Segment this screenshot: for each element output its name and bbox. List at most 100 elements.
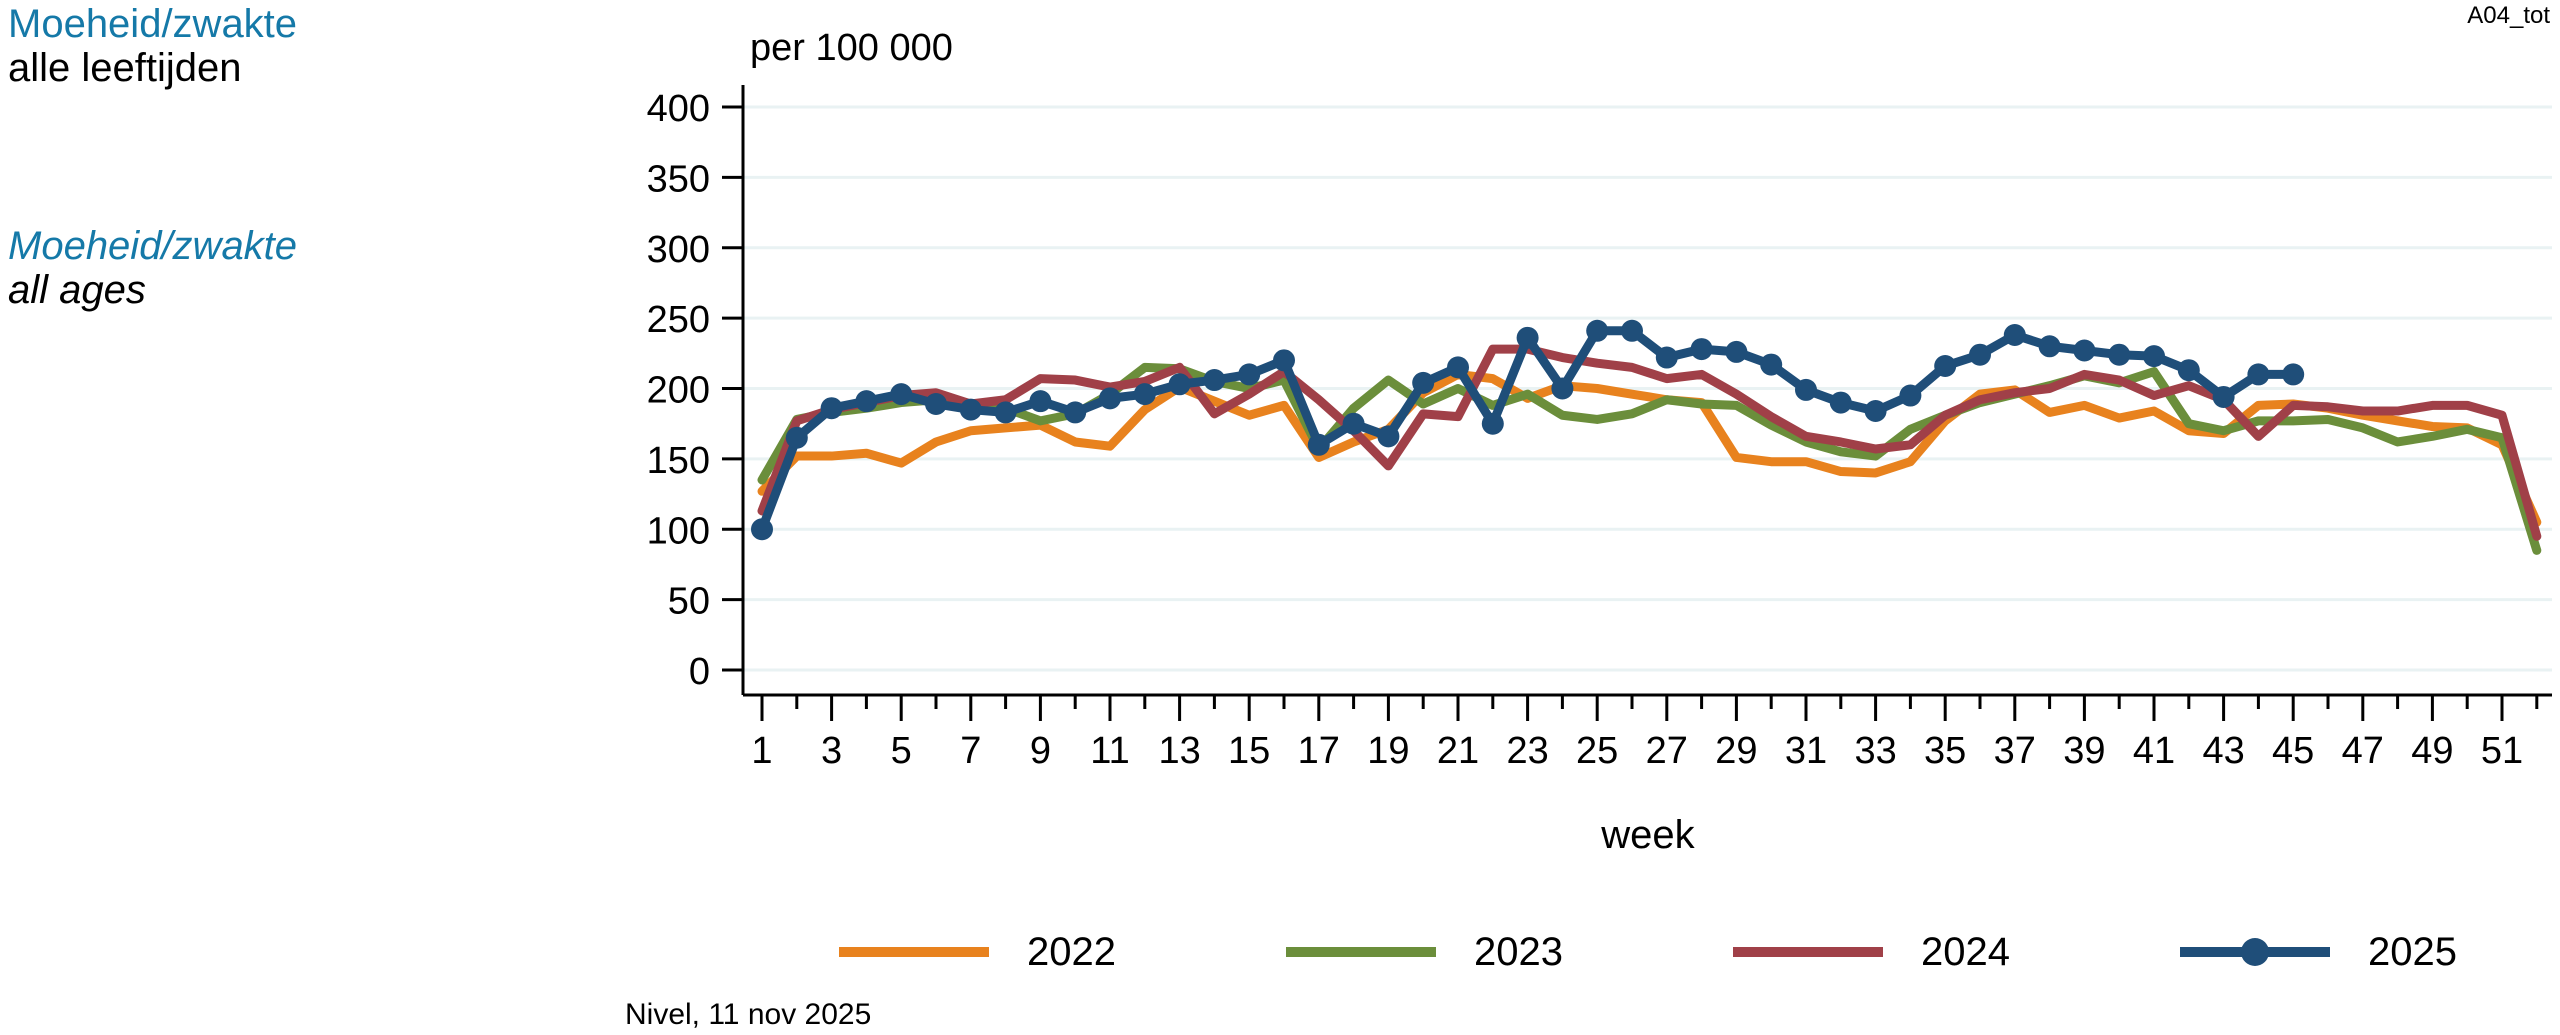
- legend-label-2024: 2024: [1921, 929, 2010, 974]
- series-marker-2025-week-25: [1586, 319, 1609, 342]
- series-marker-2025-week-22: [1481, 412, 1504, 435]
- series-marker-2025-week-20: [1412, 371, 1435, 394]
- series-marker-2025-week-28: [1690, 338, 1713, 361]
- series-marker-2025-week-15: [1238, 363, 1261, 386]
- series-marker-2025-week-37: [2003, 324, 2026, 347]
- indicator-code-label: A04_tot: [2467, 2, 2550, 29]
- series-marker-2025-week-33: [1864, 400, 1887, 423]
- series-marker-2025-week-6: [925, 392, 947, 415]
- series-marker-2025-week-42: [2177, 359, 2200, 382]
- x-tick-label-3: 3: [821, 730, 842, 772]
- series-marker-2025-week-18: [1342, 412, 1365, 435]
- series-marker-2025-week-14: [1203, 369, 1226, 392]
- y-tick-label-150: 150: [647, 440, 710, 482]
- series-marker-2025-week-44: [2247, 363, 2270, 386]
- series-marker-2025-week-32: [1829, 391, 1852, 414]
- x-tick-label-9: 9: [1030, 730, 1051, 772]
- legend-item-2024: 2024: [1733, 930, 2010, 975]
- x-tick-label-1: 1: [751, 730, 772, 772]
- gridlines: [743, 105, 2552, 672]
- x-tick-label-41: 41: [2133, 730, 2175, 772]
- series-marker-2025-week-34: [1899, 384, 1922, 407]
- series-line-2024: [757, 344, 2542, 541]
- series-marker-2025-week-31: [1795, 378, 1817, 401]
- legend-label-2023: 2023: [1474, 929, 1563, 974]
- x-tick-label-23: 23: [1506, 730, 1548, 772]
- x-tick-label-17: 17: [1298, 730, 1340, 772]
- y-tick-label-400: 400: [647, 88, 710, 130]
- legend-line-sample-2024: [1733, 947, 1883, 957]
- x-tick-label-43: 43: [2202, 730, 2244, 772]
- series-line-2022: [757, 369, 2542, 527]
- series-marker-2025-week-30: [1760, 353, 1783, 376]
- series-marker-2025-week-1: [751, 518, 773, 541]
- series-marker-2025-week-13: [1168, 373, 1191, 396]
- series-marker-2025-week-3: [820, 397, 843, 420]
- series-marker-2025-week-17: [1307, 433, 1330, 456]
- series-marker-2025-week-5: [890, 383, 913, 406]
- series-marker-2025-week-38: [2038, 335, 2061, 358]
- x-tick-label-35: 35: [1924, 730, 1966, 772]
- x-tick-label-11: 11: [1090, 730, 1129, 772]
- y-tick-label-350: 350: [647, 158, 710, 200]
- series-marker-2025-week-4: [855, 390, 878, 413]
- legend-label-2025: 2025: [2367, 929, 2457, 974]
- legend-item-2022: 2022: [839, 930, 1116, 975]
- legend-marker-sample-2025: [2240, 938, 2269, 966]
- x-tick-label-37: 37: [1994, 730, 2036, 772]
- x-tick-label-7: 7: [960, 730, 981, 772]
- legend-line-sample-2025: [2179, 938, 2330, 966]
- series-marker-2025-week-7: [959, 398, 982, 421]
- chart-subtitle-dutch: alle leeftijden: [8, 46, 242, 90]
- source-note: Nivel, 11 nov 2025: [625, 998, 872, 1031]
- series-marker-2025-week-27: [1655, 346, 1678, 369]
- x-tick-label-29: 29: [1715, 730, 1757, 772]
- series-marker-2025-week-2: [785, 426, 808, 449]
- series-marker-2025-week-16: [1273, 349, 1295, 372]
- x-tick-label-49: 49: [2411, 730, 2453, 772]
- x-tick-label-5: 5: [891, 730, 912, 772]
- series-marker-2025-week-41: [2143, 345, 2165, 368]
- series-marker-2025-week-11: [1099, 387, 1121, 410]
- chart-legend: 2022 2023 2024 2025: [743, 922, 2553, 982]
- series-marker-2025-week-39: [2073, 339, 2096, 362]
- series-marker-2025-week-23: [1516, 326, 1539, 349]
- title-block-dutch: Moeheid/zwakte alle leeftijden: [8, 2, 297, 90]
- data-series: [751, 319, 2542, 555]
- y-tick-label-300: 300: [647, 229, 710, 271]
- x-axis-title: week: [1600, 813, 1695, 857]
- series-marker-2025-week-21: [1447, 356, 1469, 379]
- y-tick-label-100: 100: [647, 510, 710, 552]
- x-tick-label-51: 51: [2481, 730, 2523, 772]
- x-tick-label-33: 33: [1854, 730, 1896, 772]
- x-tick-label-15: 15: [1228, 730, 1270, 772]
- series-marker-2025-week-10: [1064, 401, 1087, 424]
- chart-subtitle-english: all ages: [8, 268, 146, 312]
- x-tick-label-25: 25: [1576, 730, 1618, 772]
- x-tick-label-27: 27: [1646, 730, 1688, 772]
- y-axis-title: per 100 000: [750, 27, 953, 69]
- series-marker-2025-week-29: [1725, 340, 1748, 363]
- y-tick-label-0: 0: [689, 651, 710, 693]
- series-marker-2025-week-36: [1969, 343, 1991, 366]
- series-marker-2025-week-9: [1029, 390, 1052, 413]
- series-marker-2025-week-12: [1133, 383, 1156, 406]
- series-marker-2025-week-40: [2108, 343, 2131, 366]
- legend-label-2022: 2022: [1027, 929, 1117, 974]
- legend-line-sample-2022: [839, 947, 990, 957]
- y-tick-label-200: 200: [647, 370, 710, 412]
- series-marker-2025-week-8: [994, 401, 1017, 424]
- series-marker-2025-week-24: [1551, 377, 1574, 400]
- title-block-english: Moeheid/zwakte all ages: [8, 224, 297, 312]
- series-marker-2025-week-45: [2282, 363, 2305, 386]
- x-tick-label-31: 31: [1785, 730, 1827, 772]
- x-tick-label-47: 47: [2342, 730, 2384, 772]
- series-line-2023: [757, 362, 2542, 555]
- x-tick-label-13: 13: [1158, 730, 1200, 772]
- x-tick-label-19: 19: [1367, 730, 1409, 772]
- series-marker-2025-week-35: [1934, 354, 1957, 377]
- series-marker-2025-week-43: [2212, 385, 2235, 408]
- series-marker-2025-week-26: [1621, 319, 1643, 342]
- y-tick-label-250: 250: [647, 299, 710, 341]
